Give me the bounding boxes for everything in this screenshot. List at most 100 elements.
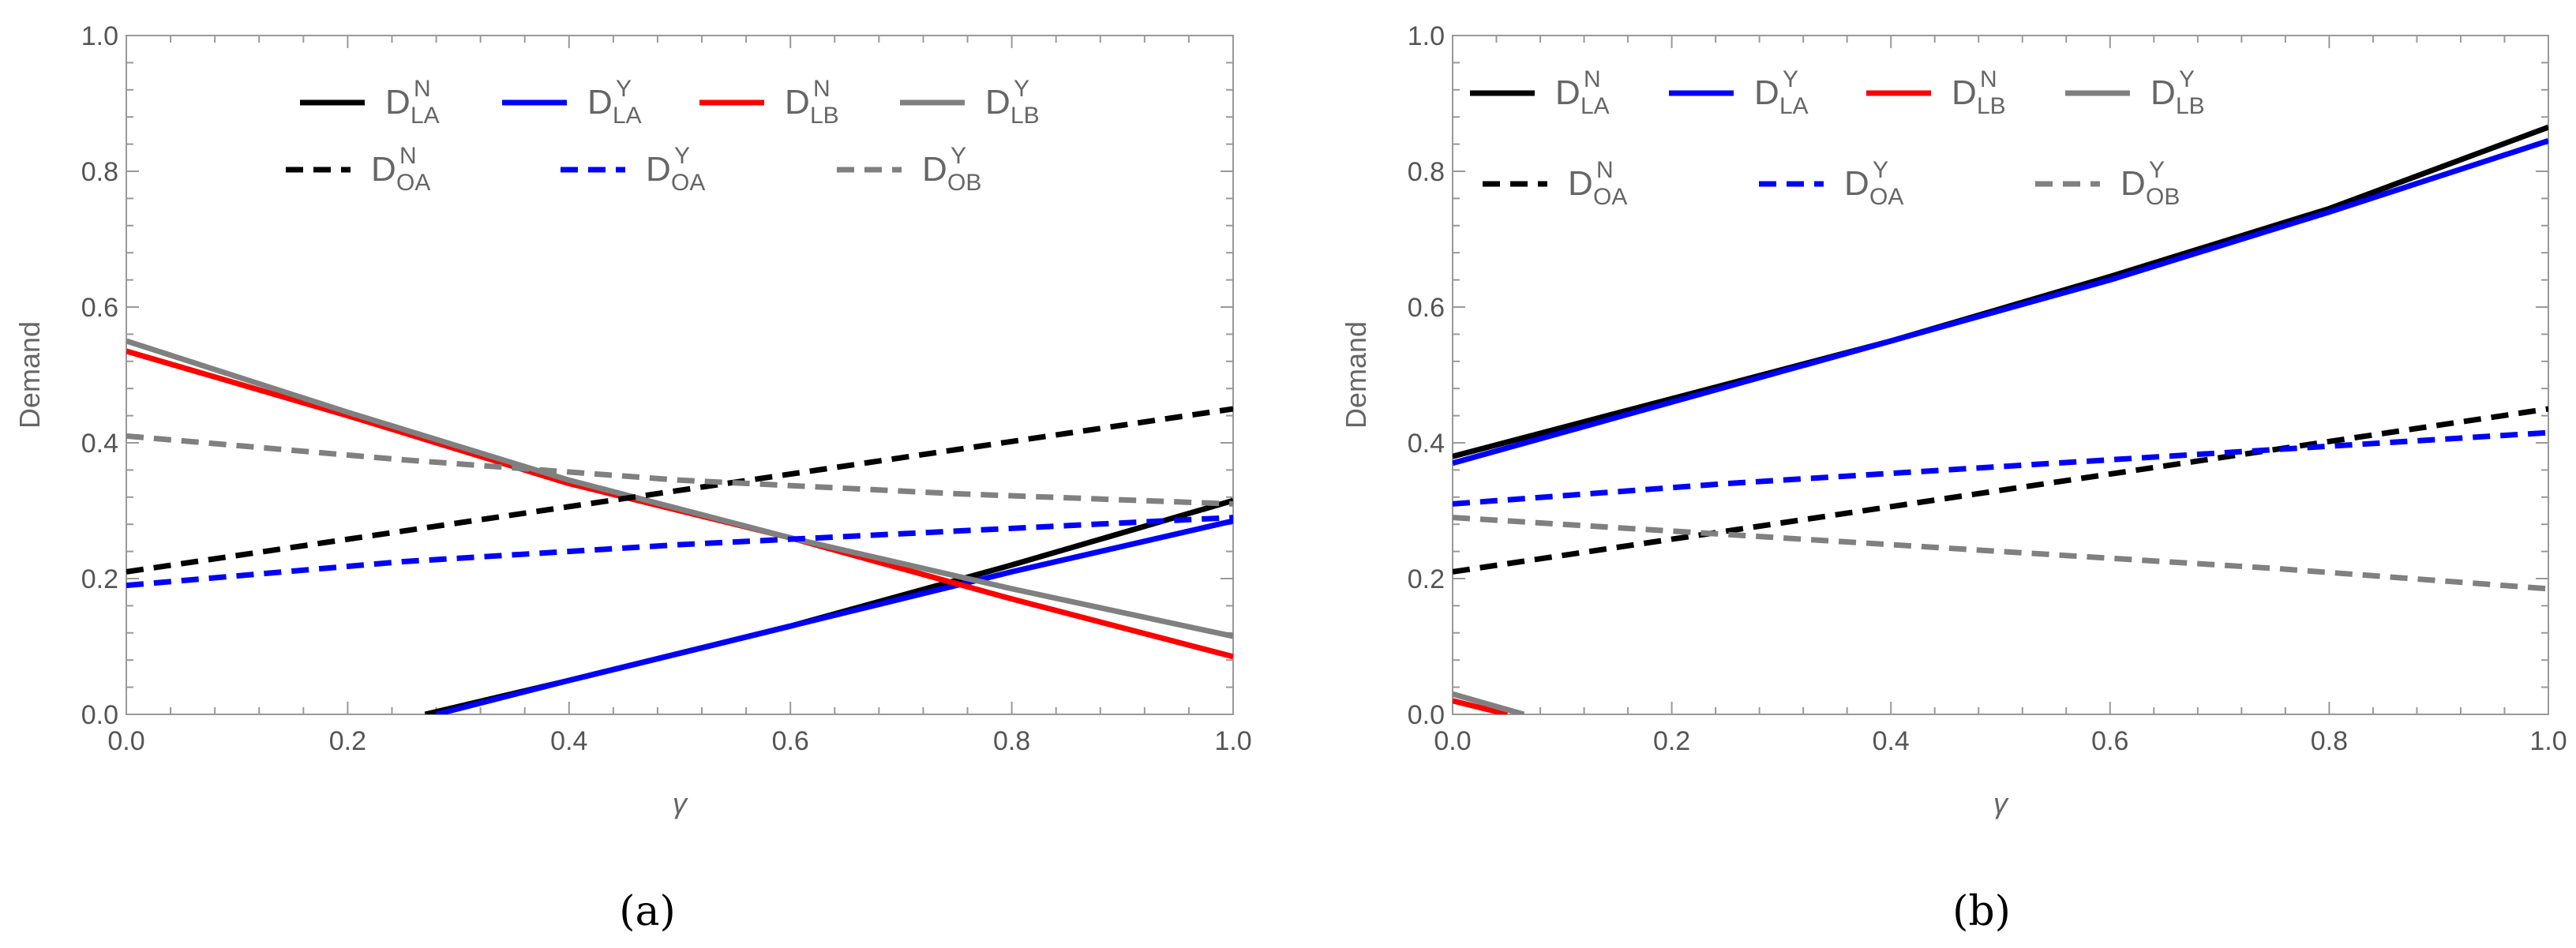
legend-item: D OBY [2035,157,2180,210]
legend-label-superscript: N [414,76,431,102]
x-tick-label: 0.2 [329,726,366,756]
x-tick-label: 0.0 [1434,726,1471,756]
series-line-lb-n [1453,698,1509,714]
series-line-ob-y [1453,515,2548,592]
x-axis-label: γ [1993,787,2009,819]
series-line-la-y [435,518,1233,714]
legend-item: D OAN [286,143,430,196]
legend-item: D OAN [1483,157,1627,210]
legend-label-superscript: Y [1014,76,1029,102]
y-tick-label: 1.0 [81,21,118,51]
legend-label: D [646,150,671,189]
y-tick-label: 0.6 [81,293,118,323]
legend-label-subscript: OA [1593,184,1627,210]
y-tick-label: 1.0 [1408,21,1445,51]
y-axis-label: Demand [13,321,46,429]
legend-label: D [1568,164,1593,203]
x-tick-label: 0.8 [2311,726,2348,756]
legend-label-subscript: LB [1011,103,1040,129]
legend-item: D OBY [837,143,981,196]
legend-label-subscript: OB [947,170,981,196]
legend-label: D [2150,73,2176,112]
legend-label-superscript: N [1596,157,1614,183]
legend-label-superscript: N [1584,66,1601,92]
x-tick-label: 0.4 [1873,726,1910,756]
legend-item: D LAN [300,76,440,129]
x-tick-label: 0.6 [2091,726,2128,756]
series-line-ob-y [126,433,1233,507]
x-tick-label: 0.8 [993,726,1030,756]
legend-label: D [1952,73,1977,112]
series-line-la-y [1453,137,2548,467]
series-line-oa-y [126,515,1233,589]
legend-label-subscript: LA [411,103,440,129]
legend-label: D [371,150,396,189]
legend-label: D [985,83,1011,122]
panel-label: (b) [1952,888,2011,935]
legend-label-superscript: Y [1873,157,1888,183]
legend-label-superscript: N [399,143,417,169]
series-line-lb-y [126,338,1233,639]
series-line-oa-y [1453,429,2548,507]
legend-label-subscript: LB [1977,93,2006,119]
legend-label-superscript: Y [674,143,690,169]
legend-label-superscript: Y [1783,66,1798,92]
legend-label: D [1754,73,1779,112]
legend-label: D [1844,164,1869,203]
y-tick-label: 0.8 [81,157,118,187]
legend-label-subscript: LB [810,103,839,129]
chart-panel-2: 0.0 0.2 0.4 0.6 0.8 1.0 0.0 0.2 0.4 0.6 0.8 1.0 γ Dem… [1340,21,2567,935]
x-tick-label: 1.0 [1214,726,1251,756]
legend-label: D [2120,164,2146,203]
chart-panel-1: 0.0 0.2 0.4 0.6 0.8 1.0 0.0 0.2 0.4 0.6 0.8 1.0 γ Dem… [13,21,1252,935]
legend-label-subscript: LA [1779,93,1809,119]
legend-item: D LBY [900,76,1040,129]
y-tick-label: 0.4 [81,429,118,459]
x-tick-label: 0.2 [1653,726,1690,756]
y-axis-label: Demand [1340,321,1372,429]
legend-item: D LBN [699,76,839,129]
x-tick-label: 1.0 [2529,726,2567,756]
y-tick-label: 0.2 [81,564,118,594]
legend-item: D OAY [561,143,705,196]
legend-item: D LAY [1669,66,1809,119]
y-tick-label: 0.2 [1408,564,1445,594]
legend-label-subscript: OA [1869,184,1903,210]
legend-label-superscript: N [813,76,831,102]
legend-label: D [587,83,613,122]
legend-label-subscript: LB [2176,93,2205,119]
legend-item: D LAY [502,76,642,129]
legend-label-subscript: OA [671,170,705,196]
legend-label-subscript: OA [396,170,430,196]
plot-frame [1452,35,2549,715]
legend-label: D [1555,73,1580,112]
legend-label: D [385,83,411,122]
plot-frame [126,35,1234,715]
legend-label-superscript: N [1980,66,1997,92]
legend-label-subscript: LA [1580,93,1610,119]
legend-label-superscript: Y [2149,157,2165,183]
series-line-oa-n [126,406,1233,575]
legend-label-superscript: Y [951,143,966,169]
x-tick-label: 0.4 [550,726,587,756]
legend-item: D LBN [1866,66,2006,119]
y-tick-label: 0.0 [1408,700,1445,730]
legend-label-superscript: Y [616,76,632,102]
legend-label: D [785,83,810,122]
series-line-la-n [424,497,1233,714]
legend-item: D LAN [1470,66,1610,119]
y-tick-label: 0.8 [1408,157,1445,187]
legend-item: D OAY [1759,157,1903,210]
series-line-lb-y [1453,691,1525,714]
y-tick-label: 0.0 [81,700,118,730]
legend-item: D LBY [2065,66,2205,119]
legend-label-subscript: OB [2146,184,2180,210]
legend-label-subscript: LA [613,103,642,129]
x-tick-label: 0.0 [107,726,144,756]
series-line-la-n [1453,124,2548,459]
y-tick-label: 0.4 [1408,429,1445,459]
panel-label: (a) [619,888,676,935]
